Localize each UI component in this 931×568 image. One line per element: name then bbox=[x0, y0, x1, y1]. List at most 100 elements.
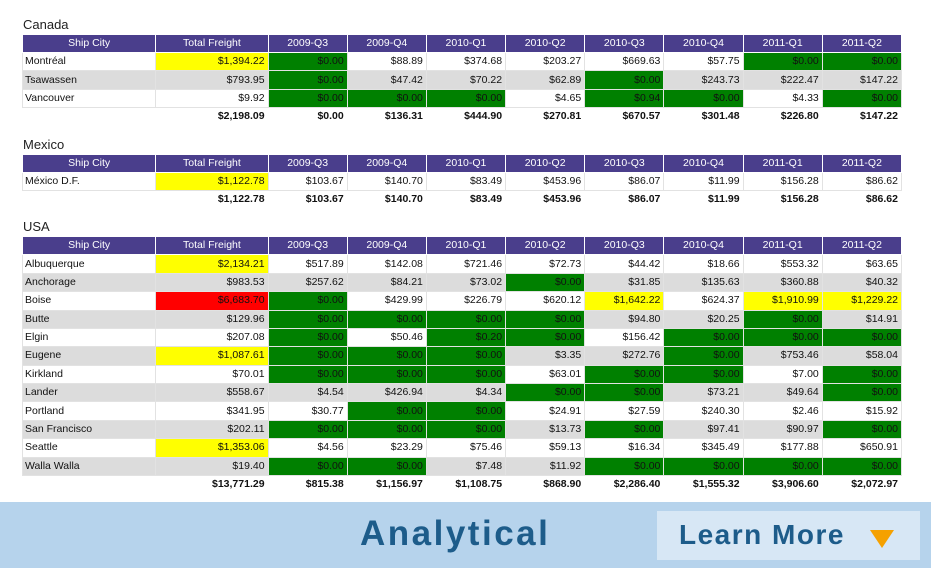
freight-cell: $0.00 bbox=[267, 70, 348, 90]
freight-cell: $0.00 bbox=[584, 383, 665, 403]
freight-cell: $31.85 bbox=[584, 272, 665, 293]
freight-cell: $0.00 bbox=[821, 419, 903, 440]
freight-cell: $0.00 bbox=[425, 419, 507, 440]
freight-cell: $426.94 bbox=[346, 383, 427, 403]
freight-cell: $0.00 bbox=[267, 88, 348, 109]
ship-city-cell: Vancouver bbox=[21, 88, 157, 109]
ship-city-cell: Walla Walla bbox=[21, 456, 157, 477]
column-header: 2011-Q2 bbox=[821, 236, 903, 256]
ship-city-cell: Anchorage bbox=[21, 272, 157, 293]
freight-cell: $0.00 bbox=[663, 456, 744, 477]
freight-cell: $1,394.22 bbox=[155, 51, 269, 72]
freight-cell: $272.76 bbox=[584, 346, 665, 366]
section-usa: USA Ship City Total Freight 2009-Q3 2009-Q4 2… bbox=[21, 216, 903, 495]
section-canada: Canada Ship City Total Freight 2009-Q3 2009-… bbox=[21, 14, 903, 127]
freight-cell: $0.00 bbox=[267, 291, 348, 311]
table-row: Elgin $207.08 $0.00 $50.46 $0.20 $0.00 $156.42… bbox=[21, 327, 903, 348]
freight-cell: $62.89 bbox=[505, 70, 586, 90]
freight-cell: $0.00 bbox=[663, 327, 744, 348]
freight-cell: $345.49 bbox=[663, 438, 744, 458]
freight-cell: $73.21 bbox=[663, 383, 744, 403]
freight-cell: $156.42 bbox=[584, 327, 665, 348]
freight-cell: $40.32 bbox=[821, 272, 903, 293]
freight-cell: $0.00 bbox=[267, 456, 348, 477]
freight-cell: $0.00 bbox=[584, 364, 665, 385]
freight-cell: $59.13 bbox=[505, 438, 586, 458]
freight-table: Ship City Total Freight 2009-Q3 2009-Q4 2010… bbox=[21, 153, 903, 210]
freight-cell: $72.73 bbox=[505, 254, 586, 274]
total-cell: $83.49 bbox=[425, 189, 507, 210]
freight-cell: $721.46 bbox=[425, 254, 507, 274]
table-row: Tsawassen $793.95 $0.00 $47.42 $70.22 $62.89 $… bbox=[21, 70, 903, 90]
header-row: Ship City Total Freight 2009-Q3 2009-Q4 2010… bbox=[21, 236, 903, 256]
column-header: 2009-Q3 bbox=[267, 34, 348, 53]
freight-cell: $0.00 bbox=[505, 272, 586, 293]
freight-cell: $0.00 bbox=[821, 51, 903, 72]
freight-cell: $63.01 bbox=[505, 364, 586, 385]
ship-city-cell: México D.F. bbox=[21, 171, 157, 191]
freight-cell: $70.22 bbox=[425, 70, 507, 90]
column-header: 2010-Q1 bbox=[425, 34, 507, 53]
freight-cell: $75.46 bbox=[425, 438, 507, 458]
freight-cell: $0.00 bbox=[425, 309, 507, 329]
freight-cell: $47.42 bbox=[346, 70, 427, 90]
freight-cell: $0.00 bbox=[821, 88, 903, 109]
total-cell: $444.90 bbox=[425, 107, 507, 127]
total-cell: $140.70 bbox=[346, 189, 427, 210]
freight-cell: $0.00 bbox=[346, 364, 427, 385]
freight-cell: $0.00 bbox=[346, 88, 427, 109]
freight-cell: $0.00 bbox=[267, 309, 348, 329]
freight-cell: $2.46 bbox=[742, 401, 823, 421]
freight-cell: $3.35 bbox=[505, 346, 586, 366]
column-header: Total Freight bbox=[155, 34, 269, 53]
freight-cell: $103.67 bbox=[267, 171, 348, 191]
freight-cell: $4.34 bbox=[425, 383, 507, 403]
freight-cell: $0.00 bbox=[346, 419, 427, 440]
learn-more-button[interactable]: Learn More bbox=[657, 511, 920, 560]
freight-cell: $0.00 bbox=[821, 456, 903, 477]
total-cell: $156.28 bbox=[742, 189, 823, 210]
column-header: 2010-Q2 bbox=[505, 153, 586, 173]
freight-cell: $142.08 bbox=[346, 254, 427, 274]
ship-city-cell: Montréal bbox=[21, 51, 157, 72]
freight-cell: $6,683.70 bbox=[155, 291, 269, 311]
freight-cell: $620.12 bbox=[505, 291, 586, 311]
freight-cell: $0.00 bbox=[821, 383, 903, 403]
learn-more-label: Learn More bbox=[679, 519, 845, 550]
freight-cell: $0.00 bbox=[663, 346, 744, 366]
column-header: Ship City bbox=[21, 34, 157, 53]
freight-cell: $0.00 bbox=[267, 51, 348, 72]
table-row: Eugene $1,087.61 $0.00 $0.00 $0.00 $3.35 $272.… bbox=[21, 346, 903, 366]
freight-cell: $7.00 bbox=[742, 364, 823, 385]
freight-table: Ship City Total Freight 2009-Q3 2009-Q4 2010… bbox=[21, 34, 903, 127]
total-cell: $13,771.29 bbox=[155, 475, 269, 495]
ship-city-cell: San Francisco bbox=[21, 419, 157, 440]
freight-table: Ship City Total Freight 2009-Q3 2009-Q4 2010… bbox=[21, 236, 903, 495]
freight-cell: $0.00 bbox=[821, 364, 903, 385]
freight-cell: $94.80 bbox=[584, 309, 665, 329]
freight-cell: $13.73 bbox=[505, 419, 586, 440]
ship-city-cell: Albuquerque bbox=[21, 254, 157, 274]
total-cell: $147.22 bbox=[821, 107, 903, 127]
total-cell: $1,108.75 bbox=[425, 475, 507, 495]
section-title: Mexico bbox=[23, 136, 65, 152]
total-cell: $226.80 bbox=[742, 107, 823, 127]
freight-cell: $650.91 bbox=[821, 438, 903, 458]
freight-cell: $0.00 bbox=[742, 456, 823, 477]
freight-cell: $983.53 bbox=[155, 272, 269, 293]
freight-cell: $1,122.78 bbox=[155, 171, 269, 191]
freight-cell: $50.46 bbox=[346, 327, 427, 348]
column-header: 2009-Q4 bbox=[346, 236, 427, 256]
freight-cell: $4.65 bbox=[505, 88, 586, 109]
total-cell: $815.38 bbox=[267, 475, 348, 495]
header-row: Ship City Total Freight 2009-Q3 2009-Q4 2010… bbox=[21, 34, 903, 53]
freight-cell: $429.99 bbox=[346, 291, 427, 311]
freight-cell: $24.91 bbox=[505, 401, 586, 421]
freight-cell: $63.65 bbox=[821, 254, 903, 274]
column-header: Ship City bbox=[21, 153, 157, 173]
freight-cell: $0.00 bbox=[505, 309, 586, 329]
column-header: 2010-Q2 bbox=[505, 34, 586, 53]
freight-cell: $58.04 bbox=[821, 346, 903, 366]
freight-cell: $97.41 bbox=[663, 419, 744, 440]
freight-cell: $70.01 bbox=[155, 364, 269, 385]
